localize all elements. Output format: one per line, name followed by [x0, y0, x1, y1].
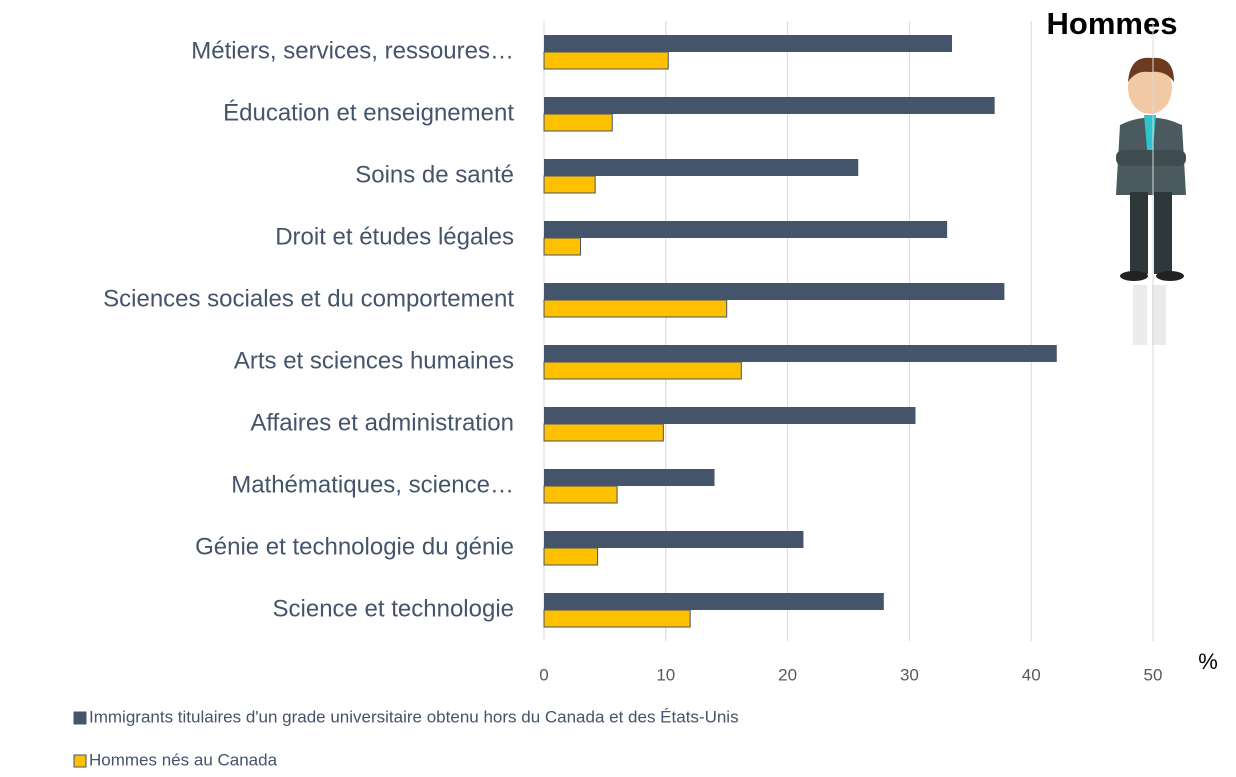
y-tick-label: Affaires et administration: [250, 409, 514, 436]
x-axis-label: %: [1198, 649, 1218, 674]
bar: [544, 97, 995, 114]
legend-swatch: [73, 711, 87, 725]
x-tick-label: 30: [900, 665, 919, 684]
y-tick-label: Mathématiques, science…: [231, 471, 514, 498]
y-tick-label: Science et technologie: [273, 595, 515, 622]
bar: [544, 531, 804, 548]
bar: [544, 35, 953, 52]
bar: [544, 469, 715, 486]
bar: [543, 485, 618, 504]
bar: [544, 593, 884, 610]
bar: [543, 175, 596, 194]
legend-swatch: [73, 754, 87, 768]
bar: [544, 221, 948, 238]
x-tick-label: 20: [778, 665, 797, 684]
bar: [543, 113, 613, 132]
bar: [544, 345, 1057, 362]
bar: [543, 547, 599, 566]
bar: [543, 361, 742, 380]
bar: [544, 283, 1005, 300]
x-tick-label: 10: [656, 665, 675, 684]
bar: [544, 407, 916, 424]
y-tick-label: Sciences sociales et du comportement: [103, 285, 514, 312]
bar: [543, 237, 582, 256]
bar: [543, 423, 664, 442]
chart-title: Hommes: [1047, 6, 1178, 41]
legend-label: Hommes nés au Canada: [89, 750, 278, 769]
x-tick-label: 0: [539, 665, 548, 684]
man-illustration: [1116, 57, 1186, 345]
y-tick-label: Métiers, services, ressoures…: [191, 37, 514, 64]
x-tick-label: 50: [1144, 665, 1163, 684]
y-tick-label: Soins de santé: [355, 161, 514, 188]
bar: [544, 159, 859, 176]
bar: [543, 51, 669, 70]
bar: [543, 609, 691, 628]
y-tick-label: Génie et technologie du génie: [195, 533, 514, 560]
y-tick-label: Éducation et enseignement: [223, 99, 514, 126]
bar: [543, 299, 728, 318]
x-tick-label: 40: [1022, 665, 1041, 684]
y-tick-label: Arts et sciences humaines: [234, 347, 514, 374]
legend-label: Immigrants titulaires d'un grade univers…: [89, 707, 739, 726]
y-tick-label: Droit et études légales: [275, 223, 514, 250]
